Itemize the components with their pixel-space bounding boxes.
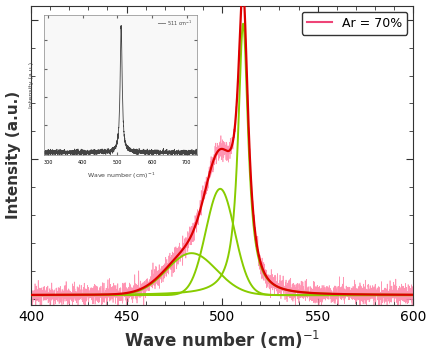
X-axis label: Wave number (cm)$^{-1}$: Wave number (cm)$^{-1}$	[124, 330, 320, 351]
Legend: Ar = 70%: Ar = 70%	[302, 12, 407, 35]
Y-axis label: Intensity (a.u.): Intensity (a.u.)	[6, 91, 21, 219]
